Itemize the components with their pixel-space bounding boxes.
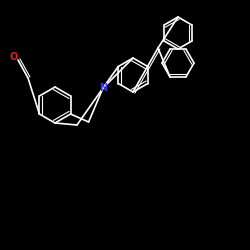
Text: N: N [99, 83, 107, 93]
Text: O: O [10, 52, 18, 62]
